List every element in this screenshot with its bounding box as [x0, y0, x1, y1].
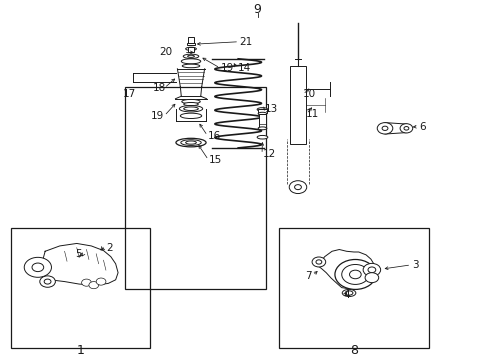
- Ellipse shape: [185, 47, 196, 50]
- Text: 21: 21: [239, 37, 252, 47]
- Bar: [289, 66, 305, 144]
- Ellipse shape: [345, 291, 352, 295]
- Text: 2: 2: [106, 243, 112, 253]
- Circle shape: [24, 257, 51, 277]
- Text: 7: 7: [305, 270, 311, 280]
- Ellipse shape: [187, 55, 194, 57]
- Bar: [125, 87, 266, 289]
- Circle shape: [334, 260, 375, 289]
- Text: 17: 17: [123, 89, 136, 99]
- Bar: [188, 37, 194, 44]
- Circle shape: [288, 181, 306, 194]
- Text: 8: 8: [349, 344, 357, 357]
- Ellipse shape: [179, 105, 202, 112]
- Text: 6: 6: [419, 122, 426, 131]
- Ellipse shape: [258, 127, 266, 130]
- Text: 4: 4: [343, 290, 349, 300]
- Circle shape: [403, 126, 408, 130]
- Text: 19: 19: [151, 111, 164, 121]
- Ellipse shape: [181, 140, 201, 145]
- Ellipse shape: [185, 141, 196, 144]
- Circle shape: [32, 263, 43, 271]
- Ellipse shape: [342, 289, 355, 297]
- Ellipse shape: [257, 108, 267, 111]
- Ellipse shape: [183, 103, 198, 106]
- Bar: [188, 47, 194, 52]
- Ellipse shape: [181, 59, 201, 64]
- Text: 16: 16: [207, 131, 221, 141]
- Circle shape: [44, 279, 51, 284]
- Text: 18: 18: [152, 83, 165, 93]
- Bar: [186, 43, 195, 45]
- Circle shape: [40, 276, 55, 287]
- Ellipse shape: [176, 138, 205, 147]
- Circle shape: [311, 257, 325, 267]
- Text: 14: 14: [237, 63, 250, 73]
- Bar: [11, 228, 149, 347]
- Text: 11: 11: [305, 109, 319, 119]
- Circle shape: [341, 265, 368, 284]
- Circle shape: [349, 270, 361, 279]
- Ellipse shape: [183, 107, 198, 111]
- Circle shape: [294, 185, 301, 190]
- Ellipse shape: [182, 99, 200, 104]
- Text: 12: 12: [263, 149, 276, 159]
- Text: 20: 20: [159, 48, 172, 57]
- Bar: [258, 109, 266, 113]
- Text: 13: 13: [264, 104, 277, 114]
- Bar: [278, 228, 428, 347]
- Bar: [258, 114, 266, 127]
- Polygon shape: [38, 243, 118, 285]
- Text: 9: 9: [253, 3, 261, 16]
- Circle shape: [399, 124, 412, 133]
- Text: 5: 5: [75, 249, 81, 259]
- Ellipse shape: [257, 135, 267, 139]
- Text: 15: 15: [208, 155, 222, 165]
- Circle shape: [315, 260, 321, 264]
- Text: 19: 19: [221, 63, 234, 73]
- Circle shape: [365, 273, 378, 283]
- Text: 3: 3: [411, 260, 418, 270]
- Circle shape: [96, 278, 106, 285]
- Ellipse shape: [182, 64, 200, 68]
- Circle shape: [367, 267, 375, 273]
- Circle shape: [381, 126, 387, 130]
- Ellipse shape: [180, 113, 201, 118]
- Ellipse shape: [258, 112, 266, 115]
- Text: 10: 10: [302, 89, 315, 99]
- Circle shape: [89, 282, 99, 289]
- Polygon shape: [317, 249, 374, 289]
- Text: 1: 1: [77, 344, 84, 357]
- Ellipse shape: [183, 54, 199, 58]
- Circle shape: [363, 264, 380, 276]
- Circle shape: [376, 123, 392, 134]
- Circle shape: [81, 279, 91, 286]
